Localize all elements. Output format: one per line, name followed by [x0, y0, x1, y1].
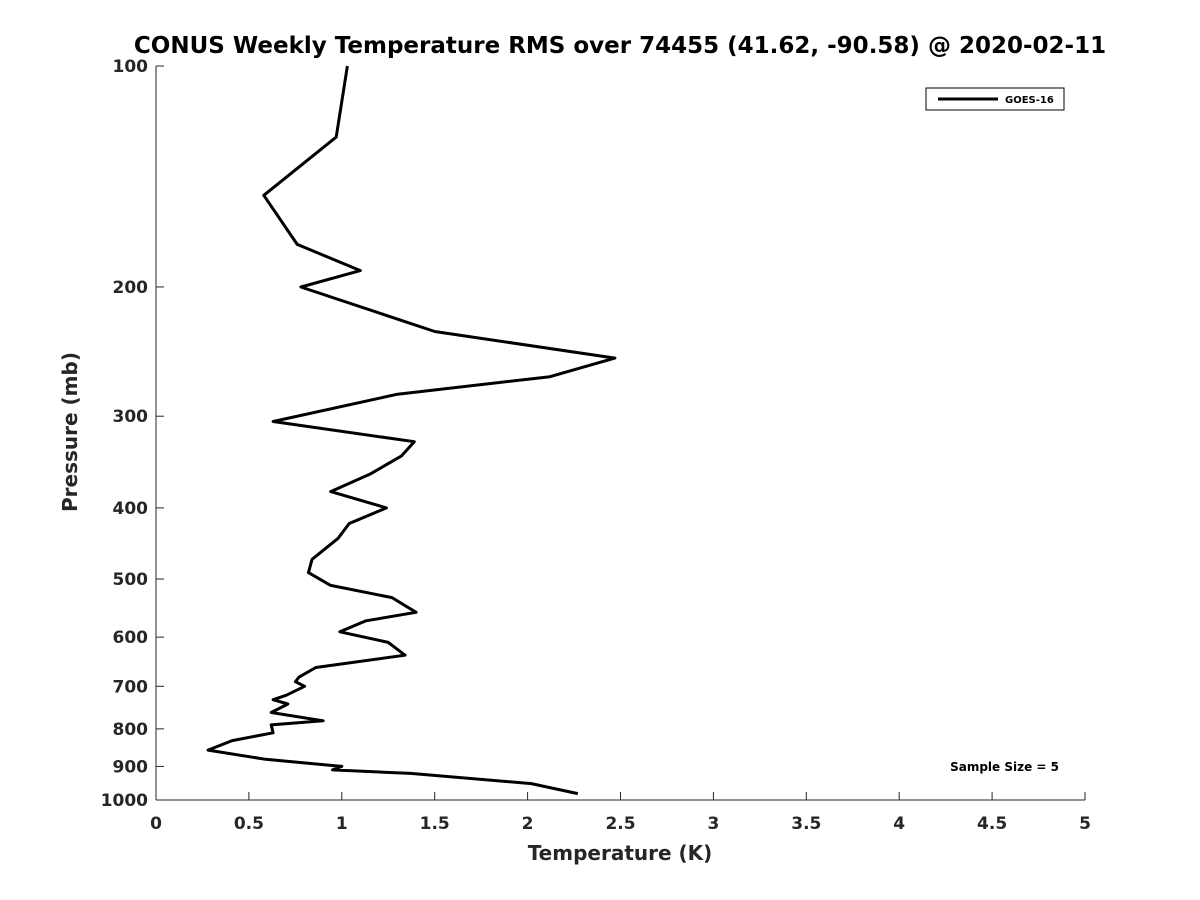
- series-line-goes-16: [206, 65, 617, 796]
- x-tick-label: 2: [522, 814, 534, 834]
- x-tick-label: 2.5: [605, 814, 635, 834]
- x-tick-label: 4.5: [977, 814, 1007, 834]
- x-tick-label: 1: [336, 814, 348, 834]
- y-tick-label: 600: [113, 628, 149, 648]
- y-tick-label: 200: [113, 278, 149, 298]
- y-tick-label: 400: [113, 499, 149, 519]
- x-tick-label: 4: [893, 814, 905, 834]
- x-axis-label: Temperature (K): [528, 841, 713, 865]
- legend: GOES-16: [925, 87, 1065, 111]
- sample-size-note: Sample Size = 5: [950, 760, 1059, 774]
- x-tick-label: 1.5: [420, 814, 450, 834]
- y-tick-label: 1000: [101, 791, 148, 811]
- series-layer: [206, 65, 617, 796]
- y-tick-label: 300: [113, 407, 149, 427]
- x-tick-label: 5: [1079, 814, 1091, 834]
- y-tick-label: 500: [113, 570, 149, 590]
- chart-title: CONUS Weekly Temperature RMS over 74455 …: [134, 33, 1106, 59]
- ticks-layer: 0 0.5 1 1.5 2 2.5 3 3.5 4 4.5 5 100 200 300 400 500 600 7…: [101, 57, 1091, 834]
- legend-label: GOES-16: [1005, 95, 1054, 106]
- x-tick-label: 0.5: [234, 814, 264, 834]
- x-tick-label: 0: [150, 814, 162, 834]
- y-axis-label: Pressure (mb): [58, 352, 82, 512]
- x-tick-label: 3: [707, 814, 719, 834]
- y-tick-label: 100: [113, 57, 149, 77]
- y-tick-label: 900: [113, 757, 149, 777]
- x-tick-label: 3.5: [791, 814, 821, 834]
- y-tick-label: 700: [113, 677, 149, 697]
- y-tick-label: 800: [113, 720, 149, 740]
